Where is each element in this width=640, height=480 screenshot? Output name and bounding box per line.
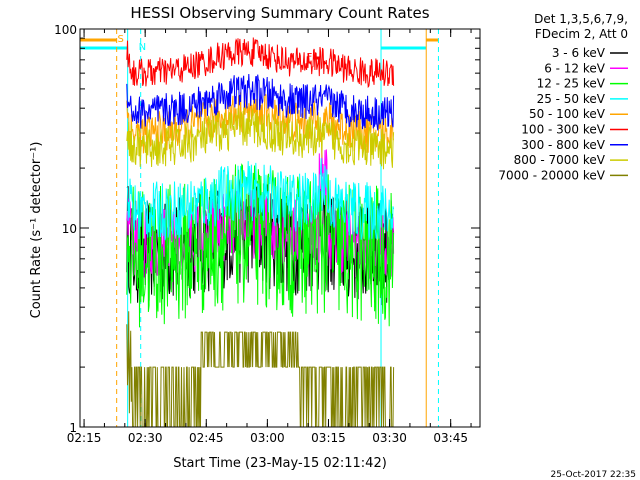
- event-marker-n: N: [139, 42, 146, 53]
- x-tick-label-6: 03:45: [433, 431, 468, 445]
- x-tick-label-3: 03:00: [250, 431, 285, 445]
- legend-label-6: 300 - 800 keV: [521, 138, 605, 152]
- legend-header-2: FDecim 2, Att 0: [535, 27, 628, 41]
- series-group: [126, 37, 395, 428]
- x-tick-label-0: 02:15: [67, 431, 102, 445]
- legend-label-8: 7000 - 20000 keV: [498, 168, 605, 182]
- series-line-7: [126, 107, 395, 170]
- axis-ticks: 02:15 02:30 02:45 03:00 03:15 03:30 03:45 1 10 10…: [54, 23, 480, 445]
- series-line-2: [126, 163, 395, 328]
- legend-label-7: 800 - 7000 keV: [514, 153, 606, 167]
- y-axis-label: Count Rate (s⁻¹ detector⁻¹): [29, 142, 44, 319]
- chart-title: HESSI Observing Summary Count Rates: [130, 4, 429, 22]
- legend: Det 1,3,5,6,7,9, FDecim 2, Att 0 3 - 6 k…: [498, 12, 628, 182]
- x-axis-label: Start Time (23-May-15 02:11:42): [173, 456, 387, 471]
- legend-label-4: 50 - 100 keV: [529, 107, 606, 121]
- series-line-4: [126, 92, 395, 154]
- event-marker-s: S: [118, 34, 124, 45]
- x-tick-label-2: 02:45: [189, 431, 224, 445]
- footer-date: 25-Oct-2017 22:35: [551, 470, 636, 480]
- series-line-3: [126, 158, 395, 241]
- x-tick-label-5: 03:30: [372, 431, 407, 445]
- event-marker-f: F: [306, 52, 312, 63]
- event-markers: S N F: [118, 34, 320, 63]
- legend-label-3: 25 - 50 keV: [537, 92, 606, 106]
- series-line-8: [126, 311, 395, 428]
- legend-label-0: 3 - 6 keV: [552, 46, 606, 60]
- y-tick-label-0: 1: [69, 421, 77, 435]
- legend-label-1: 6 - 12 keV: [544, 61, 606, 75]
- y-tick-label-2: 100: [54, 23, 77, 37]
- x-tick-label-1: 02:30: [128, 431, 163, 445]
- series-line-5: [126, 37, 395, 89]
- y-tick-label-1: 10: [62, 222, 77, 236]
- attenuator-bands: [80, 38, 439, 50]
- series-line-6: [126, 73, 395, 131]
- legend-label-2: 12 - 25 keV: [537, 77, 606, 91]
- x-tick-label-4: 03:15: [311, 431, 346, 445]
- legend-label-5: 100 - 300 keV: [521, 123, 605, 137]
- legend-header-1: Det 1,3,5,6,7,9,: [534, 12, 628, 26]
